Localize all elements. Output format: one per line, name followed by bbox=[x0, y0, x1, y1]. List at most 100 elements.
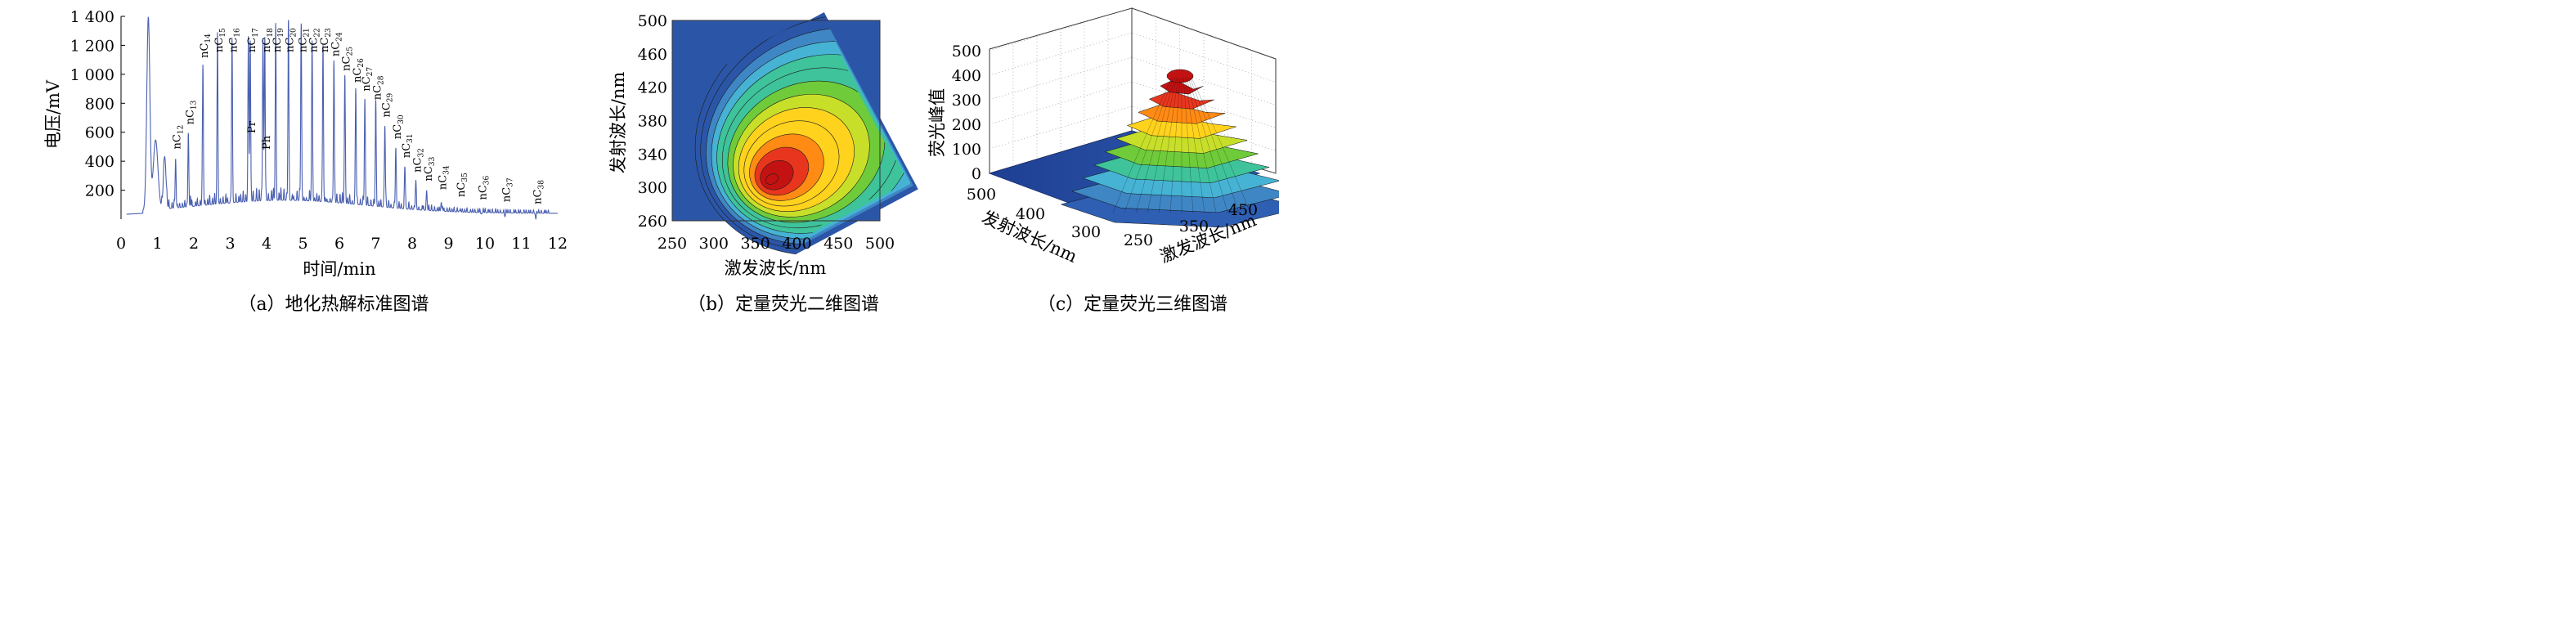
y-tick-label: 500 bbox=[967, 186, 996, 204]
x-tick-label: 1 bbox=[152, 235, 162, 253]
y-tick-label: 300 bbox=[638, 179, 667, 197]
y-tick-label: 800 bbox=[85, 95, 114, 113]
z-gridline bbox=[989, 7, 1277, 60]
y-tick-label: 400 bbox=[1016, 205, 1045, 223]
peak-label-nC32: nC32 bbox=[411, 148, 425, 173]
peak-label-nC19: nC19 bbox=[272, 28, 285, 52]
peak-label-nC30: nC30 bbox=[392, 114, 406, 139]
y-tick-label: 1 200 bbox=[70, 37, 114, 55]
peak-label-nC37: nC37 bbox=[500, 177, 514, 202]
peak-label-nC27: nC27 bbox=[361, 67, 375, 92]
mesh-line bbox=[1191, 77, 1251, 213]
peak-label-nC25: nC25 bbox=[341, 47, 355, 71]
peak-label-nC28: nC28 bbox=[372, 75, 386, 100]
mesh-line bbox=[1124, 77, 1174, 213]
peak-label-nC20: nC20 bbox=[285, 28, 298, 52]
peak-label-nC15: nC15 bbox=[213, 28, 227, 52]
x-tick-label: 6 bbox=[334, 235, 344, 253]
peak-label-nC12: nC12 bbox=[172, 125, 186, 150]
mesh-line bbox=[1158, 77, 1179, 213]
x-tick-label: 8 bbox=[407, 235, 417, 253]
peak-label-nC35: nC35 bbox=[456, 173, 469, 197]
peak-label-nC18: nC18 bbox=[261, 28, 275, 52]
peak-label-nC13: nC13 bbox=[184, 100, 198, 124]
peak-label-nC14: nC14 bbox=[199, 34, 213, 58]
x-tick-label: 11 bbox=[511, 235, 531, 253]
x-tick-label: 7 bbox=[370, 235, 380, 253]
y-tick-label: 260 bbox=[638, 213, 667, 231]
y-tick-label: 400 bbox=[85, 153, 114, 171]
surface-peak bbox=[1166, 69, 1194, 83]
z-tick-label: 0 bbox=[972, 165, 981, 183]
peak-label-Pr: Pr bbox=[246, 120, 258, 133]
y-tick-label: 500 bbox=[638, 12, 667, 30]
y-tick-label: 200 bbox=[85, 182, 114, 200]
mesh-line bbox=[1189, 77, 1240, 213]
peak-label-nC17: nC17 bbox=[246, 28, 260, 52]
peak-label-nC26: nC26 bbox=[352, 58, 366, 83]
peak-label-nC36: nC36 bbox=[478, 175, 491, 200]
mesh-line bbox=[1184, 77, 1205, 213]
mesh-line bbox=[1186, 77, 1217, 213]
panel-a-x-ticks: 0 1 2 3 4 5 6 7 8 9 10 11 12 bbox=[116, 235, 568, 253]
surface-box bbox=[988, 7, 1279, 228]
z-tick-label: 300 bbox=[952, 92, 981, 110]
z-gridline bbox=[989, 81, 1277, 128]
panel-c-y-ticks: 300 400 500 bbox=[967, 186, 1101, 241]
panel-a-caption: （a）地化热解标准图谱 bbox=[238, 294, 429, 315]
z-tick-label: 400 bbox=[952, 67, 981, 85]
peak-label-nC29: nC29 bbox=[381, 92, 395, 117]
x-tick-label: 500 bbox=[865, 235, 895, 253]
mesh-line bbox=[1183, 77, 1194, 213]
panel-a-x-axis-title: 时间/min bbox=[303, 259, 375, 279]
peak-label-nC21: nC21 bbox=[297, 28, 311, 52]
z-gridline bbox=[989, 56, 1277, 105]
surface-mesh bbox=[1060, 69, 1279, 228]
peak-label-nC33: nC33 bbox=[423, 156, 437, 181]
mesh-line bbox=[1135, 77, 1176, 213]
mesh-line bbox=[1147, 77, 1178, 213]
peak-label-Ph: Ph bbox=[261, 135, 273, 150]
x-tick-label: 450 bbox=[1228, 201, 1258, 219]
peak-label-nC38: nC38 bbox=[532, 180, 545, 204]
y-tick-label: 600 bbox=[85, 124, 114, 142]
x-tick-label: 3 bbox=[225, 235, 235, 253]
contour-level bbox=[765, 173, 779, 185]
z-gridline bbox=[989, 105, 1277, 151]
mesh-line bbox=[1187, 77, 1228, 213]
y-tick-label: 380 bbox=[638, 113, 667, 131]
panel-a-y-ticks: 200 400 600 800 1 000 1 200 1 400 bbox=[70, 8, 125, 200]
panel-b-y-ticks: 260 300 340 380 420 460 500 bbox=[638, 12, 667, 231]
peak-label-nC34: nC34 bbox=[438, 165, 451, 190]
x-tick-label: 350 bbox=[1179, 218, 1209, 236]
x-tick-label: 4 bbox=[262, 235, 272, 253]
panel-b-caption: （b）定量荧光二维图谱 bbox=[688, 294, 879, 315]
contour-frame bbox=[671, 20, 881, 222]
peak-label-nC16: nC16 bbox=[228, 28, 242, 52]
panel-c-z-axis-title: 荧光峰值 bbox=[927, 88, 947, 157]
y-tick-label: 460 bbox=[638, 46, 667, 64]
x-tick-label: 350 bbox=[740, 235, 770, 253]
x-tick-label: 5 bbox=[298, 235, 307, 253]
panel-b-y-axis-title: 发射波长/nm bbox=[608, 72, 628, 174]
mesh-line bbox=[1112, 77, 1173, 213]
peak-label-nC22: nC22 bbox=[308, 28, 322, 52]
peak-label-nC24: nC24 bbox=[330, 32, 343, 56]
z-gridline bbox=[989, 32, 1277, 83]
y-tick-label: 340 bbox=[638, 146, 667, 164]
peak-label-nC31: nC31 bbox=[401, 133, 415, 158]
x-tick-label: 450 bbox=[824, 235, 853, 253]
y-tick-label: 300 bbox=[1071, 223, 1101, 241]
y-tick-label: 1 000 bbox=[70, 66, 114, 84]
y-tick-label: 420 bbox=[638, 79, 667, 97]
x-tick-label: 300 bbox=[699, 235, 729, 253]
panel-b-x-ticks: 250 300 350 400 450 500 bbox=[657, 235, 895, 253]
z-tick-label: 500 bbox=[952, 43, 981, 61]
x-tick-label: 0 bbox=[116, 235, 126, 253]
x-tick-label: 12 bbox=[548, 235, 568, 253]
panel-c-z-ticks: 0 100 200 300 400 500 bbox=[952, 43, 981, 183]
x-tick-label: 2 bbox=[189, 235, 199, 253]
panel-c-x-ticks: 250 350 450 bbox=[1124, 201, 1258, 249]
